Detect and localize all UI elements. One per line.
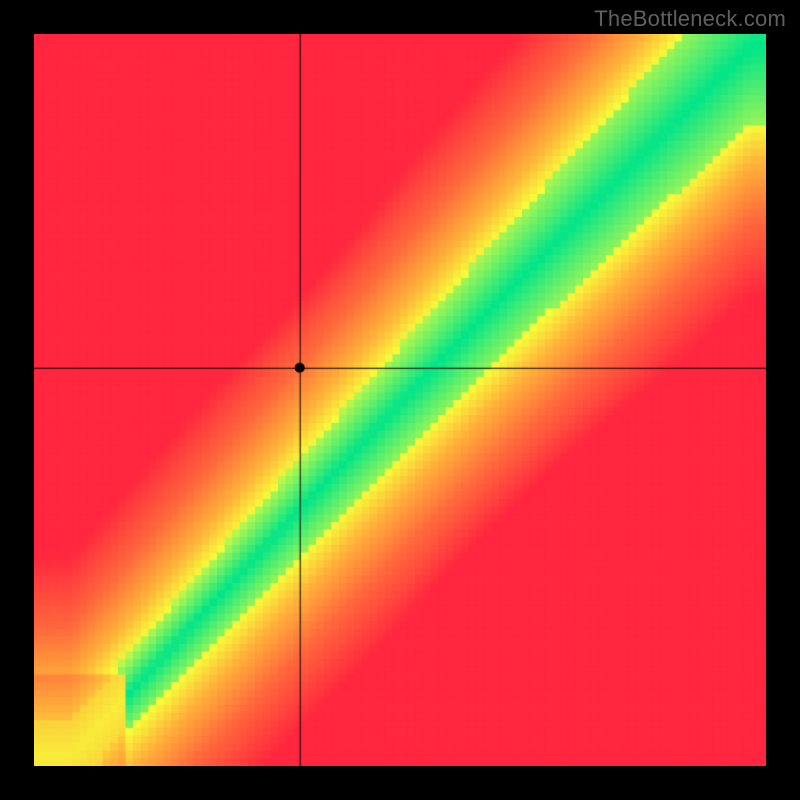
heatmap-area — [34, 34, 766, 766]
watermark-text: TheBottleneck.com — [594, 6, 786, 32]
figure-container: TheBottleneck.com — [0, 0, 800, 800]
heatmap-canvas — [34, 34, 766, 766]
